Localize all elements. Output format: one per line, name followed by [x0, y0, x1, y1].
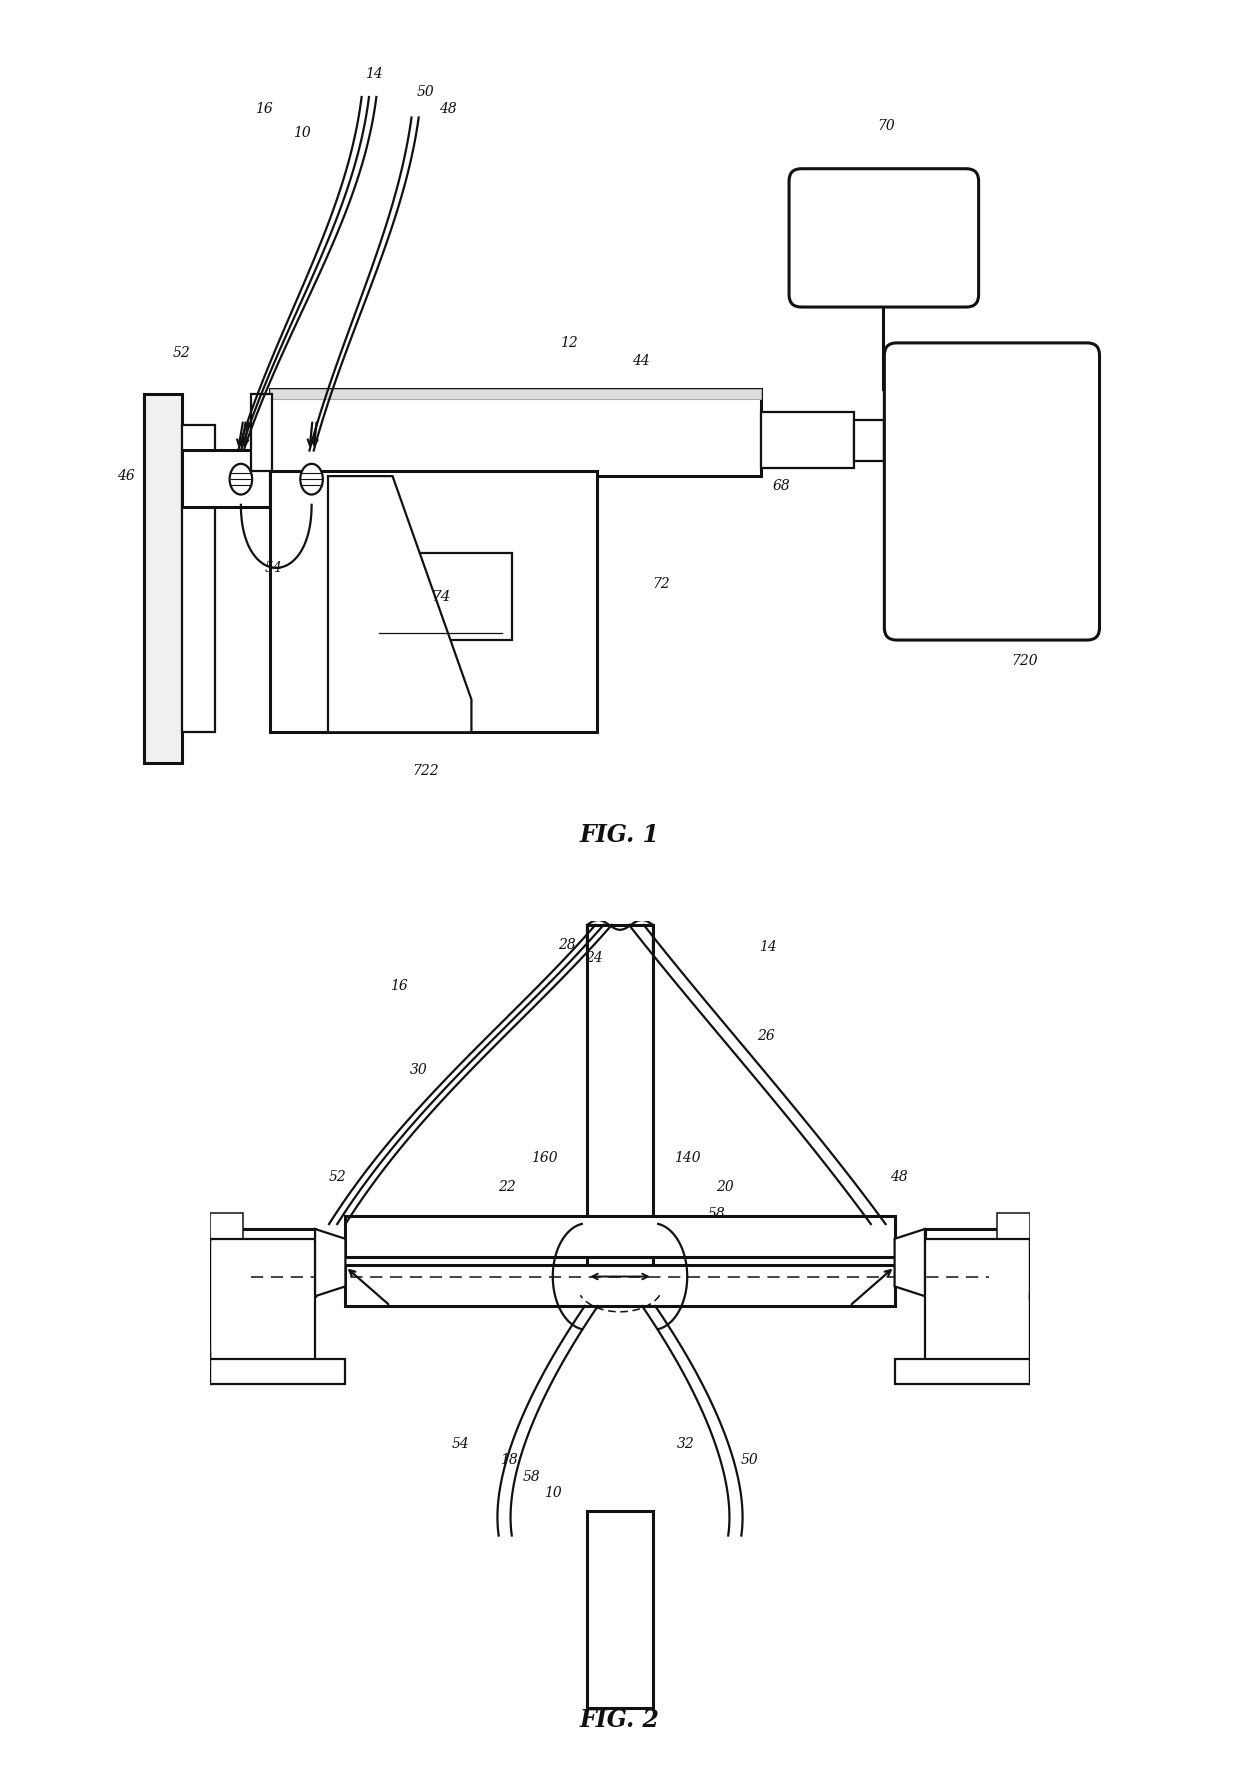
- Text: 54: 54: [265, 561, 283, 575]
- Bar: [346, 1217, 894, 1257]
- Text: 28: 28: [558, 938, 575, 952]
- Text: 160: 160: [531, 1151, 558, 1165]
- Text: 44: 44: [631, 355, 650, 368]
- Text: 22: 22: [498, 1181, 516, 1193]
- Bar: [370, 552, 512, 639]
- Text: 12: 12: [560, 336, 578, 350]
- Bar: [182, 451, 269, 506]
- Bar: [925, 1240, 1030, 1364]
- Text: 32: 32: [677, 1437, 694, 1451]
- Polygon shape: [894, 1229, 925, 1296]
- Bar: [269, 451, 357, 506]
- Text: 52: 52: [172, 346, 190, 361]
- Text: 46: 46: [118, 469, 135, 483]
- Text: 70: 70: [878, 119, 895, 133]
- Text: 50: 50: [740, 1453, 759, 1467]
- Text: 68: 68: [773, 480, 791, 494]
- Text: 20: 20: [715, 1181, 734, 1193]
- Text: 30: 30: [410, 1064, 428, 1076]
- Text: 10: 10: [544, 1487, 562, 1501]
- Text: 48: 48: [890, 1170, 908, 1183]
- Text: 14: 14: [366, 67, 383, 82]
- Text: 50: 50: [417, 85, 434, 99]
- Text: FIG. 2: FIG. 2: [580, 1709, 660, 1732]
- Bar: [894, 1359, 1030, 1384]
- Text: 58: 58: [708, 1208, 725, 1222]
- Polygon shape: [329, 476, 471, 732]
- Bar: [925, 1229, 1023, 1296]
- Bar: [217, 1229, 315, 1296]
- Bar: [997, 1213, 1030, 1312]
- Text: 14: 14: [759, 940, 776, 954]
- Bar: [269, 471, 598, 732]
- Bar: [588, 925, 652, 1277]
- Bar: [182, 424, 216, 732]
- Text: 16: 16: [254, 103, 273, 115]
- FancyBboxPatch shape: [884, 343, 1100, 639]
- Text: 52: 52: [329, 1170, 346, 1183]
- Text: 722: 722: [412, 764, 439, 778]
- Text: 54: 54: [451, 1437, 469, 1451]
- Bar: [761, 412, 853, 467]
- Text: 720: 720: [1012, 654, 1038, 668]
- Bar: [346, 1265, 894, 1305]
- Ellipse shape: [229, 464, 252, 494]
- Bar: [210, 1213, 243, 1312]
- Bar: [588, 1511, 652, 1709]
- Text: 24: 24: [585, 950, 603, 964]
- Ellipse shape: [300, 464, 322, 494]
- Text: 72: 72: [652, 577, 670, 591]
- Polygon shape: [315, 1229, 346, 1296]
- Bar: [210, 1240, 315, 1364]
- Text: 18: 18: [501, 1453, 518, 1467]
- Text: 140: 140: [673, 1151, 701, 1165]
- Bar: [853, 419, 884, 460]
- Bar: [252, 394, 272, 471]
- Text: 10: 10: [294, 126, 311, 140]
- Bar: [269, 389, 761, 476]
- FancyBboxPatch shape: [789, 169, 978, 307]
- Text: 48: 48: [439, 103, 456, 115]
- Text: 74: 74: [432, 590, 450, 604]
- Bar: [210, 1359, 346, 1384]
- Text: 58: 58: [522, 1469, 541, 1483]
- Text: 26: 26: [758, 1028, 775, 1043]
- Bar: [144, 394, 182, 764]
- Text: FIG. 1: FIG. 1: [580, 822, 660, 847]
- Bar: [269, 389, 761, 400]
- Text: 16: 16: [389, 979, 408, 993]
